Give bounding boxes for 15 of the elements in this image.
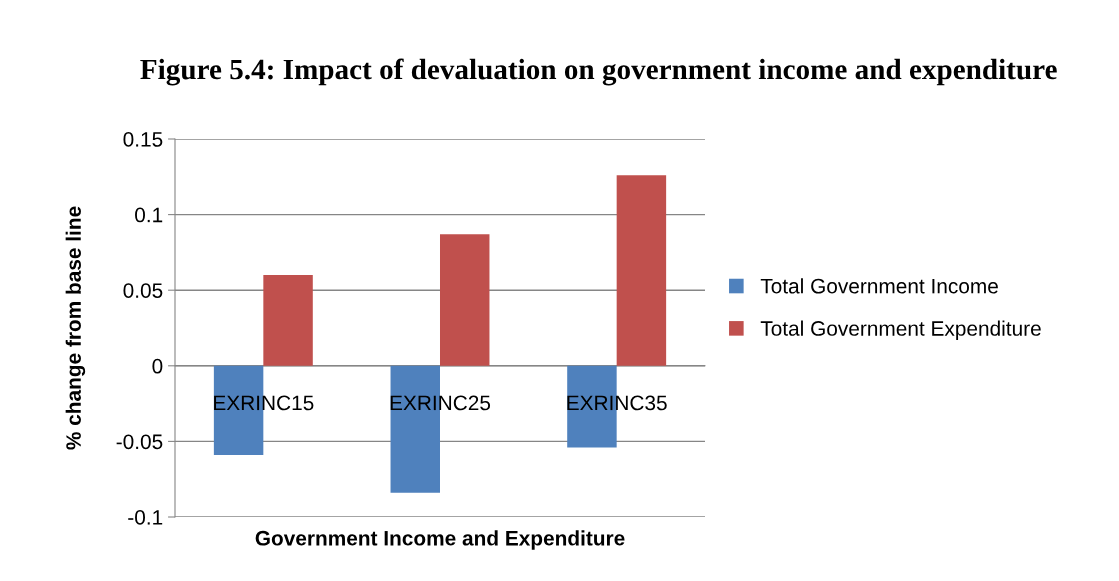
y-tick-label: 0 (152, 358, 163, 374)
x-axis-title: Government Income and Expenditure (255, 530, 625, 550)
bar (616, 175, 667, 366)
y-tick-label: 0.1 (135, 207, 163, 223)
bar (263, 275, 313, 366)
x-tick-label: EXRINC35 (567, 395, 667, 411)
legend-label: Total Government Income (760, 278, 998, 294)
chart-title: Figure 5.4: Impact of devaluation on government income and expenditure (140, 58, 1057, 86)
y-tick-label: 0.15 (123, 132, 163, 147)
bar (440, 234, 490, 366)
y-tick-label: -0.1 (128, 510, 163, 525)
y-axis-title: % change from base line (65, 206, 86, 450)
y-tick-label: 0.05 (123, 283, 163, 298)
legend-label: Total Government Expenditure (760, 320, 1041, 340)
y-tick-label: -0.05 (116, 434, 163, 450)
